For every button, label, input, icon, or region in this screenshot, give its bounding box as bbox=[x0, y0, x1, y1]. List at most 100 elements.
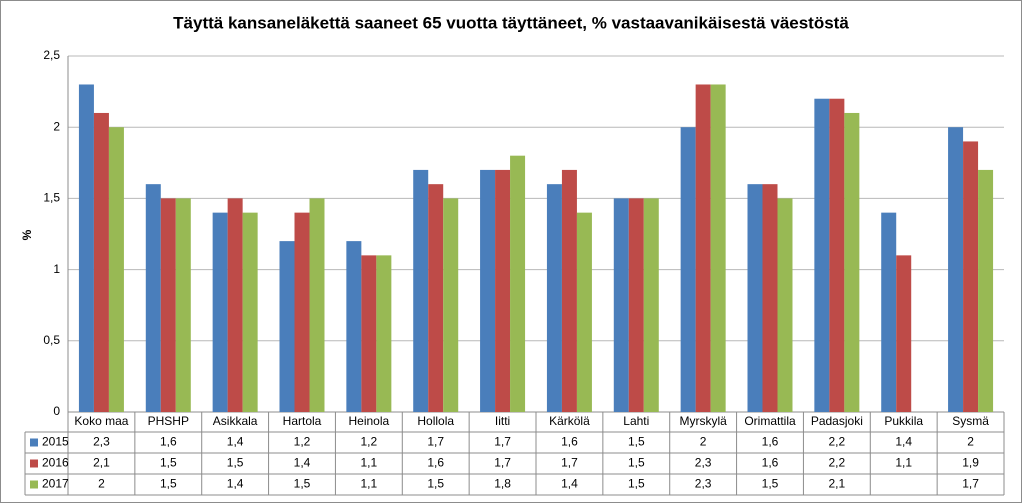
x-tick-label: PHSHP bbox=[148, 414, 189, 428]
data-label: 1,7 bbox=[427, 435, 444, 449]
data-label: 1,5 bbox=[628, 435, 645, 449]
data-label: 2,3 bbox=[695, 477, 712, 491]
data-label: 1,4 bbox=[227, 435, 244, 449]
data-label: 2 bbox=[967, 435, 974, 449]
data-label: 2 bbox=[700, 435, 707, 449]
bar bbox=[881, 212, 897, 412]
bar bbox=[279, 241, 295, 412]
bar bbox=[309, 198, 325, 412]
bar bbox=[212, 212, 228, 412]
bar bbox=[896, 255, 912, 412]
data-label: 1,2 bbox=[361, 435, 378, 449]
bar bbox=[145, 184, 161, 412]
x-tick-label: Myrskylä bbox=[679, 414, 727, 428]
bar bbox=[829, 98, 845, 412]
bar bbox=[510, 155, 526, 412]
bar bbox=[160, 198, 176, 412]
bar bbox=[762, 184, 778, 412]
x-tick-label: Kärkölä bbox=[549, 414, 590, 428]
data-label: 2,2 bbox=[829, 456, 846, 470]
bar bbox=[963, 141, 979, 412]
legend-label: 2015 bbox=[42, 435, 69, 449]
bar bbox=[628, 198, 644, 412]
bar bbox=[978, 169, 994, 412]
data-label: 1,4 bbox=[294, 456, 311, 470]
bar bbox=[561, 169, 577, 412]
bar bbox=[747, 184, 763, 412]
bar bbox=[294, 212, 310, 412]
bar bbox=[844, 112, 860, 413]
data-label: 2,1 bbox=[829, 477, 846, 491]
y-tick-label: 0 bbox=[53, 404, 60, 418]
legend-label: 2017 bbox=[42, 477, 69, 491]
bar bbox=[175, 198, 191, 412]
data-label: 2,3 bbox=[695, 456, 712, 470]
x-tick-label: Heinola bbox=[349, 414, 390, 428]
bar bbox=[78, 84, 94, 412]
data-label: 2 bbox=[98, 477, 105, 491]
legend-key bbox=[30, 480, 38, 489]
data-label: 1,5 bbox=[762, 477, 779, 491]
data-label: 1,7 bbox=[962, 477, 979, 491]
data-label: 1,5 bbox=[227, 456, 244, 470]
data-label: 1,6 bbox=[762, 435, 779, 449]
legend-key bbox=[30, 459, 38, 468]
bar bbox=[428, 184, 444, 412]
bar bbox=[777, 198, 793, 412]
bar bbox=[376, 255, 392, 412]
x-tick-label: Sysmä bbox=[952, 414, 989, 428]
bar bbox=[242, 212, 258, 412]
data-label: 1,1 bbox=[361, 456, 378, 470]
x-tick-label: Padasjoki bbox=[811, 414, 863, 428]
chart-title: Täyttä kansaneläkettä saaneet 65 vuotta … bbox=[173, 13, 849, 32]
x-tick-label: Lahti bbox=[623, 414, 649, 428]
legend-label: 2016 bbox=[42, 456, 69, 470]
x-tick-label: Iitti bbox=[495, 414, 510, 428]
data-label: 1,5 bbox=[427, 477, 444, 491]
data-label: 1,7 bbox=[561, 456, 578, 470]
data-label: 1,5 bbox=[160, 477, 177, 491]
y-tick-label: 1,5 bbox=[43, 191, 60, 205]
bar bbox=[443, 198, 459, 412]
x-tick-label: Pukkila bbox=[884, 414, 923, 428]
data-label: 1,6 bbox=[160, 435, 177, 449]
bar bbox=[413, 169, 429, 412]
bar bbox=[495, 169, 511, 412]
bar bbox=[948, 127, 964, 412]
bar bbox=[227, 198, 243, 412]
legend-key bbox=[30, 438, 38, 447]
bar bbox=[108, 127, 124, 412]
bar bbox=[576, 212, 592, 412]
data-label: 1,1 bbox=[895, 456, 912, 470]
bar bbox=[814, 98, 830, 412]
bar bbox=[480, 169, 496, 412]
data-label: 1,4 bbox=[227, 477, 244, 491]
data-label: 1,4 bbox=[895, 435, 912, 449]
data-label: 1,2 bbox=[294, 435, 311, 449]
data-label: 1,7 bbox=[494, 435, 511, 449]
bar bbox=[361, 255, 377, 412]
data-label: 1,6 bbox=[561, 435, 578, 449]
y-tick-label: 2,5 bbox=[43, 48, 60, 62]
data-label: 2,1 bbox=[93, 456, 110, 470]
data-label: 1,5 bbox=[160, 456, 177, 470]
bar bbox=[93, 112, 109, 413]
data-label: 1,1 bbox=[361, 477, 378, 491]
x-tick-label: Hartola bbox=[283, 414, 322, 428]
y-tick-label: 0,5 bbox=[43, 333, 60, 347]
data-label: 1,6 bbox=[762, 456, 779, 470]
y-tick-label: 2 bbox=[53, 119, 60, 133]
bar bbox=[613, 198, 629, 412]
data-label: 1,6 bbox=[427, 456, 444, 470]
bar bbox=[346, 241, 362, 412]
data-label: 1,7 bbox=[494, 456, 511, 470]
data-label: 1,8 bbox=[494, 477, 511, 491]
x-tick-label: Asikkala bbox=[213, 414, 258, 428]
bar bbox=[680, 127, 696, 412]
data-label: 2,2 bbox=[829, 435, 846, 449]
data-label: 1,5 bbox=[628, 477, 645, 491]
data-label: 1,5 bbox=[628, 456, 645, 470]
y-tick-label: 1 bbox=[53, 262, 60, 276]
x-tick-label: Koko maa bbox=[74, 414, 128, 428]
